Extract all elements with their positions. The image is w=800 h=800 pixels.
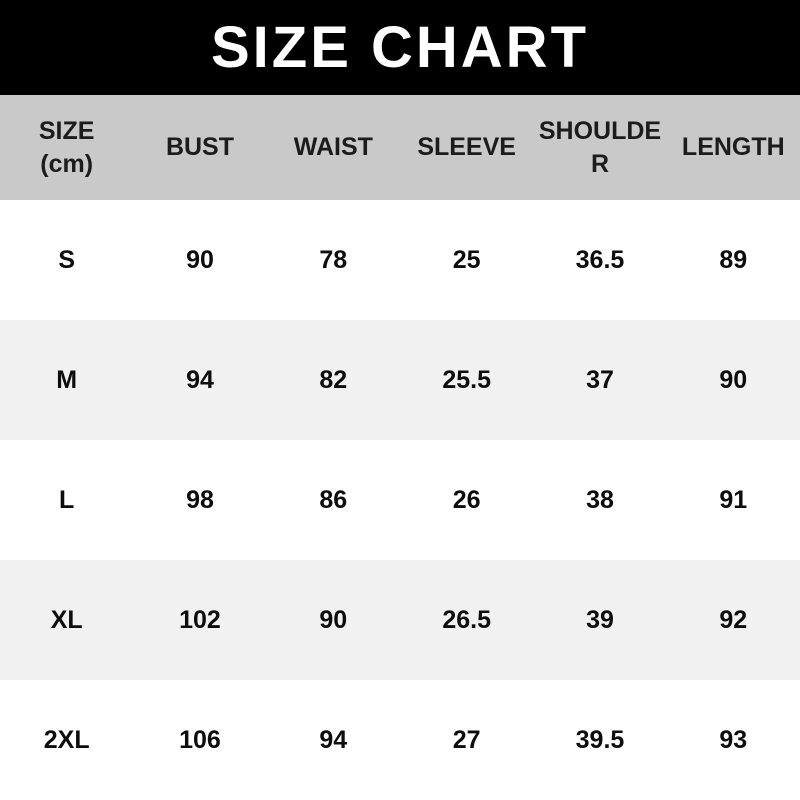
bust-cell: 102: [179, 605, 221, 634]
table-row-s: S 90 78 25 36.5 89: [0, 200, 800, 320]
bust-cell: 94: [186, 365, 214, 394]
length-cell: 91: [719, 485, 748, 514]
size-cell: S: [58, 245, 75, 274]
length-cell: 93: [719, 725, 748, 754]
bust-cell: 98: [186, 485, 214, 514]
length-cell: 90: [719, 365, 748, 394]
bust-cell: 90: [186, 245, 214, 274]
table-row-m: M 94 82 25.5 37 90: [0, 320, 800, 440]
waist-cell: 86: [319, 485, 348, 514]
size-cell: XL: [50, 605, 83, 634]
length-cell: 92: [719, 605, 748, 634]
title-bar: SIZE CHART: [0, 0, 800, 95]
sleeve-cell: 26: [452, 485, 481, 514]
waist-cell: 82: [319, 365, 348, 394]
size-cell: M: [56, 365, 78, 394]
page-title: SIZE CHART: [211, 14, 589, 80]
sleeve-cell: 26.5: [442, 605, 491, 634]
col-header-size: SIZE (cm): [0, 95, 133, 200]
col-header-waist: WAIST: [293, 133, 373, 162]
col-header-sleeve: SLEEVE: [417, 133, 516, 162]
col-header-size-label: SIZE (cm): [38, 117, 95, 178]
sleeve-cell: 25: [452, 245, 481, 274]
waist-cell: 90: [319, 605, 348, 634]
size-cell: 2XL: [43, 725, 90, 754]
table-row-l: L 98 86 26 38 91: [0, 440, 800, 560]
sleeve-cell: 27: [452, 725, 481, 754]
shoulder-cell: 39: [586, 605, 614, 634]
shoulder-cell: 39.5: [575, 725, 625, 754]
shoulder-cell: 38: [586, 485, 614, 514]
table-row-2xl: 2XL 106 94 27 39.5 93: [0, 680, 800, 800]
sleeve-cell: 25.5: [442, 365, 491, 394]
waist-cell: 94: [319, 725, 348, 754]
shoulder-cell: 37: [586, 365, 614, 394]
header-row: SIZE (cm) BUST WAIST SLEEVE SHOULDER LEN…: [0, 95, 800, 200]
length-cell: 89: [719, 245, 748, 274]
size-chart-table: SIZE (cm) BUST WAIST SLEEVE SHOULDER LEN…: [0, 95, 800, 800]
col-header-bust: BUST: [165, 133, 235, 162]
col-header-shoulder: SHOULDER: [533, 95, 666, 200]
shoulder-cell: 36.5: [575, 245, 625, 274]
bust-cell: 106: [179, 725, 221, 754]
col-header-length: LENGTH: [681, 133, 785, 162]
waist-cell: 78: [319, 245, 348, 274]
col-header-shoulder-label: SHOULDER: [538, 117, 662, 178]
size-cell: L: [59, 485, 75, 514]
table-row-xl: XL 102 90 26.5 39 92: [0, 560, 800, 680]
